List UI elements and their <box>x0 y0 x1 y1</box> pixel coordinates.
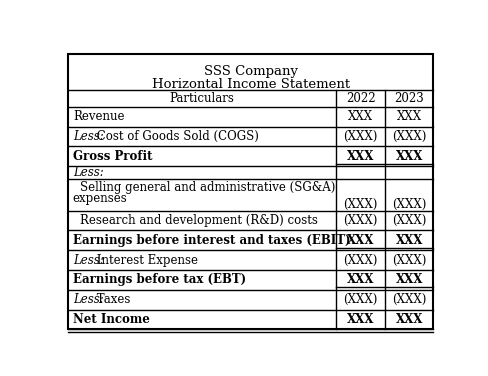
Text: Taxes: Taxes <box>92 293 130 306</box>
Text: Earnings before interest and taxes (EBIT): Earnings before interest and taxes (EBIT… <box>73 234 350 247</box>
Text: Less:: Less: <box>73 130 103 143</box>
Text: Net Income: Net Income <box>73 313 149 326</box>
Text: (XXX): (XXX) <box>343 254 377 267</box>
Text: Revenue: Revenue <box>73 110 124 123</box>
Text: (XXX): (XXX) <box>343 293 377 306</box>
Text: XXX: XXX <box>346 150 374 163</box>
Text: (XXX): (XXX) <box>391 198 426 211</box>
Text: Particulars: Particulars <box>169 92 234 105</box>
Text: Gross Profit: Gross Profit <box>73 150 152 163</box>
Text: XXX: XXX <box>346 313 374 326</box>
Text: Research and development (R&D) costs: Research and development (R&D) costs <box>80 214 317 227</box>
Text: XXX: XXX <box>346 234 374 247</box>
Text: XXX: XXX <box>395 273 422 287</box>
Text: Cost of Goods Sold (COGS): Cost of Goods Sold (COGS) <box>92 130 258 143</box>
Text: XXX: XXX <box>395 150 422 163</box>
Text: Less:: Less: <box>73 254 103 267</box>
Text: 2023: 2023 <box>393 92 423 105</box>
Text: (XXX): (XXX) <box>391 130 426 143</box>
Text: XXX: XXX <box>395 234 422 247</box>
Text: (XXX): (XXX) <box>391 254 426 267</box>
Text: 2022: 2022 <box>345 92 375 105</box>
Text: Earnings before tax (EBT): Earnings before tax (EBT) <box>73 273 245 287</box>
Text: (XXX): (XXX) <box>343 214 377 227</box>
Text: Interest Expense: Interest Expense <box>92 254 197 267</box>
Text: XXX: XXX <box>346 273 374 287</box>
Text: Less:: Less: <box>73 166 103 179</box>
Text: Selling general and administrative (SG&A): Selling general and administrative (SG&A… <box>80 181 334 194</box>
Text: (XXX): (XXX) <box>343 130 377 143</box>
Text: XXX: XXX <box>396 110 421 123</box>
Text: (XXX): (XXX) <box>391 214 426 227</box>
Text: XXX: XXX <box>347 110 372 123</box>
Text: expenses: expenses <box>73 192 127 205</box>
Text: SSS Company: SSS Company <box>203 65 297 78</box>
Text: (XXX): (XXX) <box>343 198 377 211</box>
Text: Less:: Less: <box>73 293 103 306</box>
Text: Horizontal Income Statement: Horizontal Income Statement <box>151 77 349 91</box>
Text: (XXX): (XXX) <box>391 293 426 306</box>
Text: XXX: XXX <box>395 313 422 326</box>
